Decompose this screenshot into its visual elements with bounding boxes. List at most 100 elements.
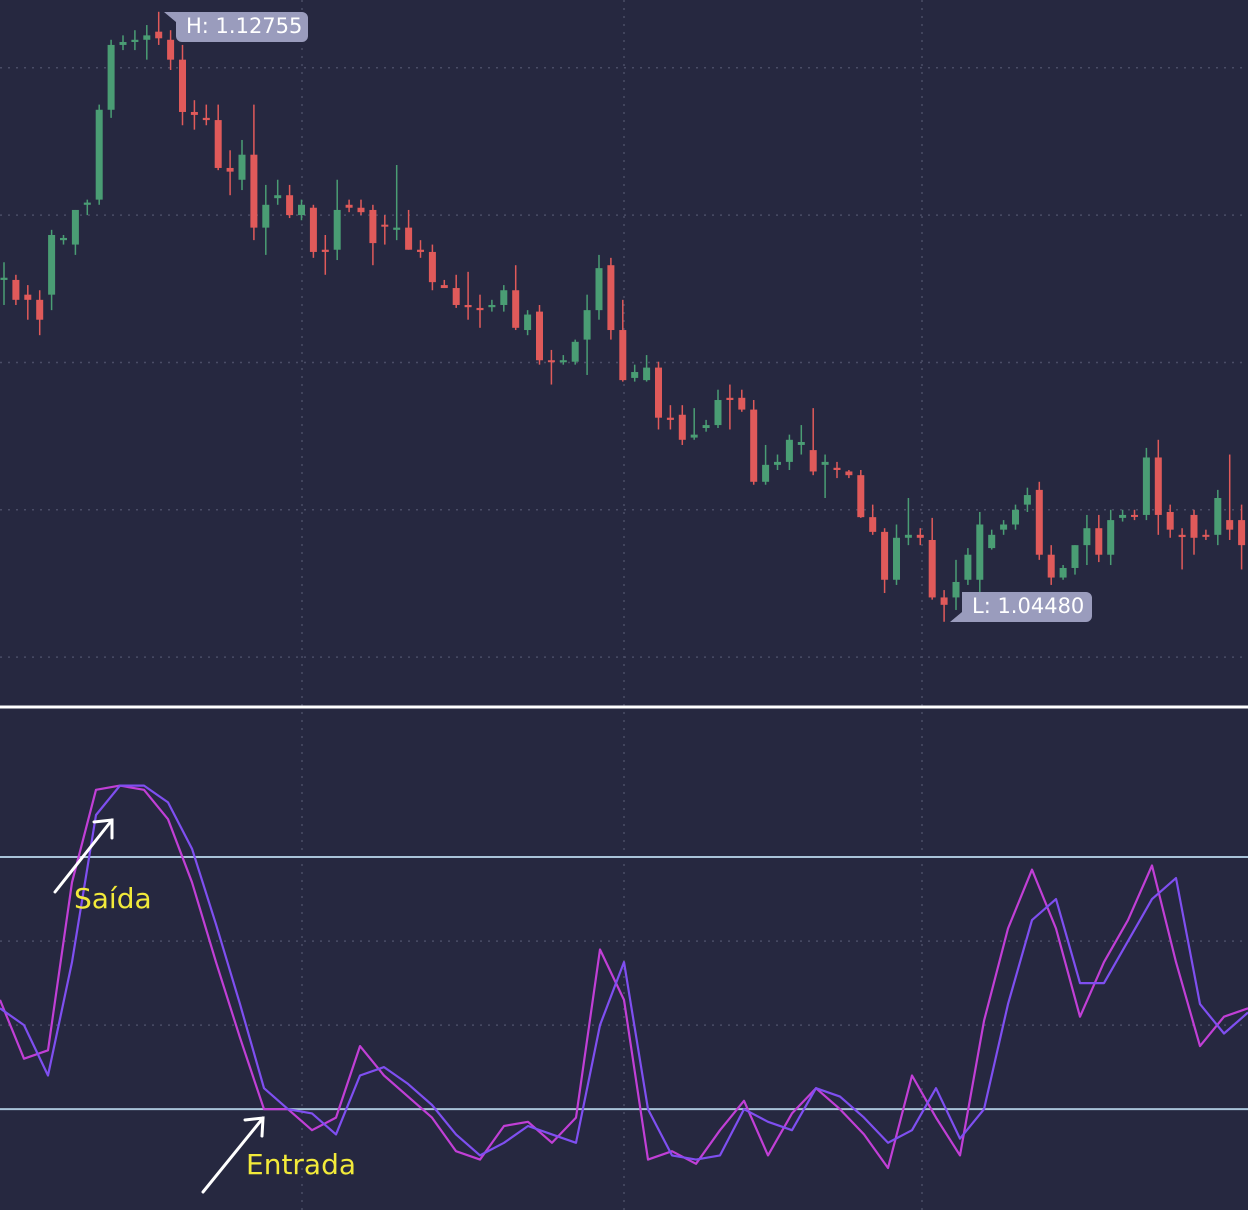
candle-body (678, 414, 686, 440)
candle-body (1166, 511, 1174, 530)
candle-body (60, 237, 67, 241)
candle-body (1178, 534, 1186, 538)
candle-body (750, 409, 758, 482)
candle-body (607, 265, 615, 331)
candle-body (904, 534, 912, 538)
arrow (53, 818, 114, 894)
candle-body (1000, 524, 1008, 530)
candle-body (964, 554, 972, 580)
arrows (53, 818, 265, 1194)
candle-body (321, 249, 329, 252)
candle-body (1035, 489, 1043, 555)
candle-body (1131, 514, 1138, 517)
candle-body (286, 195, 294, 216)
candle-body (881, 531, 889, 580)
candle-body (702, 425, 710, 429)
candle-body (738, 397, 746, 410)
label-box (164, 12, 308, 42)
candle-body (36, 299, 44, 320)
candle-body (464, 304, 472, 308)
candle-body (524, 314, 532, 331)
candle-body (238, 154, 246, 180)
candle-body (833, 467, 841, 470)
label-box (950, 592, 1092, 622)
candle-body (762, 464, 770, 482)
high-label-text: H: 1.12755 (186, 14, 302, 38)
candle-body (952, 581, 960, 598)
candle-body (274, 195, 282, 199)
exit-label: Saída (74, 882, 152, 915)
candle-body (179, 59, 186, 112)
candle-body (309, 207, 317, 252)
arrowhead (243, 1116, 265, 1138)
candle-body (119, 41, 127, 45)
candle-body (869, 517, 877, 532)
candle-body (369, 209, 377, 244)
candle-body (857, 475, 865, 518)
candle-body (83, 202, 91, 205)
arrow (201, 1116, 265, 1194)
candle-body (1202, 534, 1210, 537)
low-label-text: L: 1.04480 (972, 594, 1084, 618)
oscillator-panel (0, 784, 1248, 1170)
candle-body (512, 290, 520, 328)
candle-body (24, 294, 32, 300)
candle-body (250, 154, 258, 228)
candle-body (797, 442, 805, 445)
candle-body (131, 39, 139, 42)
candle-body (928, 539, 936, 598)
candle-body (0, 277, 8, 280)
candle-body (1190, 514, 1198, 538)
candle-body (893, 537, 900, 580)
candle-body (988, 534, 996, 549)
candle-body (357, 207, 365, 213)
candle-body (190, 111, 198, 115)
candle-body (167, 39, 175, 60)
entry-label: Entrada (246, 1148, 356, 1181)
candle-body (976, 524, 984, 580)
candle-body (417, 249, 424, 252)
candle-body (1059, 567, 1067, 578)
candle-body (1107, 520, 1115, 555)
candle-body (1071, 545, 1079, 568)
candle-body (631, 372, 639, 378)
candle-body (500, 290, 508, 305)
candle-body (583, 310, 591, 340)
candle-body (202, 117, 210, 121)
candle-body (619, 330, 627, 381)
candle-body (940, 597, 948, 605)
candle-body (48, 235, 56, 295)
candle-body (488, 304, 496, 308)
oscillator-line (0, 784, 1248, 1161)
oscillator-line (0, 784, 1248, 1170)
candle-body (405, 227, 413, 250)
candle-body (559, 360, 567, 363)
candle-body (12, 279, 20, 300)
candle-body (428, 251, 436, 283)
candle-body (595, 268, 603, 311)
arrowhead (92, 818, 114, 840)
candle-body (226, 167, 234, 172)
candle-body (143, 35, 151, 40)
low-label: L: 1.04480 (950, 592, 1092, 622)
candle-body (476, 307, 484, 311)
candle-body (1047, 554, 1055, 578)
candle-body (536, 311, 543, 361)
candle-body (333, 209, 341, 250)
candle-body (95, 109, 103, 200)
candle-body (155, 31, 163, 39)
candle-body (916, 534, 924, 538)
candle-body (690, 434, 698, 438)
candle-body (1083, 528, 1091, 546)
candle-body (1238, 520, 1246, 546)
candle-body (643, 367, 651, 381)
candle-body (1012, 509, 1019, 525)
candle-body (726, 397, 734, 401)
candle-body (774, 461, 781, 465)
candle-body (809, 450, 817, 472)
candle-body (1226, 520, 1234, 530)
candle-body (393, 227, 401, 230)
candle-body (845, 471, 853, 476)
